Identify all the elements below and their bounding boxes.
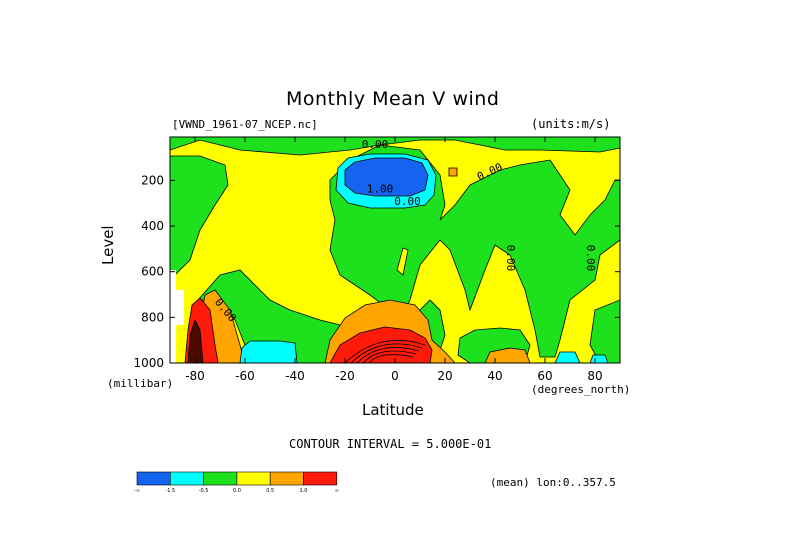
x-tick-label-2: -60 bbox=[235, 369, 255, 383]
colorbar-label-3: -0.5 bbox=[199, 488, 209, 494]
contour-line-red-1 bbox=[344, 339, 426, 363]
colorbar-label-2: -1.5 bbox=[165, 488, 175, 494]
y-tick-label-4: 800 bbox=[141, 310, 164, 324]
colorbar-swatch-5 bbox=[269, 471, 304, 486]
contour-label-3: 0.00 bbox=[394, 195, 421, 208]
y-tick-label-2: 400 bbox=[141, 219, 164, 233]
y-tick-label-3: 600 bbox=[141, 265, 164, 279]
contour-label-1: 0.00 bbox=[362, 138, 389, 151]
file-label: [VWND_1961-07_NCEP.nc] bbox=[172, 118, 318, 131]
contour-line-red-4 bbox=[362, 350, 417, 363]
region-yellow-streak bbox=[396, 247, 409, 276]
colorbar-label-5: 0.5 bbox=[266, 488, 274, 494]
region-orange-small bbox=[448, 167, 458, 177]
colorbar-swatch-4 bbox=[236, 471, 271, 486]
region-green-top bbox=[170, 137, 620, 156]
contour-label-2: 1.00 bbox=[367, 183, 394, 196]
y-axis-label: Level bbox=[99, 225, 117, 265]
contour-fields: 0.001.000.000.000.00 0.000.00 bbox=[170, 137, 620, 363]
colorbar-swatch-1 bbox=[136, 471, 171, 486]
x-tick-label-5: 0 bbox=[391, 369, 399, 383]
y-tick-label-1: 200 bbox=[141, 173, 164, 187]
nodata-block bbox=[176, 290, 184, 325]
region-darkred-left bbox=[187, 318, 204, 363]
region-cyan-lower-right bbox=[554, 351, 581, 363]
x-axis-label: Latitude bbox=[362, 401, 424, 419]
mean-lon-text: (mean) lon:0..357.5 bbox=[490, 476, 616, 489]
x-tick-label-4: -20 bbox=[335, 369, 355, 383]
colorbar-label-4: 0.0 bbox=[233, 488, 241, 494]
region-cyan-far-right bbox=[589, 354, 609, 363]
colorbar-label-6: 1.0 bbox=[300, 488, 308, 494]
region-blue-upper bbox=[344, 157, 429, 197]
x-axis-unit: (degrees_north) bbox=[531, 383, 631, 396]
x-tick-label-9: 80 bbox=[587, 369, 602, 383]
contour-label-6: 0.00 bbox=[584, 245, 597, 272]
region-orange-lower-right bbox=[484, 347, 531, 363]
region-green-far-right bbox=[589, 299, 620, 363]
x-tick-label-6: 20 bbox=[437, 369, 452, 383]
colorbar-label-7: ∞ bbox=[335, 488, 339, 494]
x-tick-label-3: -40 bbox=[285, 369, 305, 383]
y-tick-label-5: 1000 bbox=[133, 356, 164, 370]
y-axis-unit: (millibar) bbox=[107, 377, 174, 390]
contour-label-5: 0.00 bbox=[504, 245, 517, 272]
units-label: (units:m/s) bbox=[531, 117, 611, 131]
x-tick-label-7: 40 bbox=[487, 369, 502, 383]
x-tick-label-8: 60 bbox=[537, 369, 552, 383]
nodata-strip bbox=[170, 270, 176, 363]
contour-line-red-5 bbox=[368, 354, 414, 363]
chart-title: Monthly Mean V wind bbox=[286, 88, 500, 110]
contour-interval-text: CONTOUR INTERVAL = 5.000E-01 bbox=[289, 437, 492, 451]
region-cyan-lower-left bbox=[239, 340, 298, 363]
colorbar-swatch-3 bbox=[203, 471, 238, 486]
colorbar-swatch-2 bbox=[170, 471, 204, 486]
contour-line-red-2 bbox=[350, 343, 423, 363]
colorbar-label-1: -∞ bbox=[134, 488, 140, 494]
contour-line-red-3 bbox=[356, 347, 420, 363]
x-tick-label-1: -80 bbox=[185, 369, 205, 383]
colorbar-swatch-6 bbox=[303, 471, 338, 486]
